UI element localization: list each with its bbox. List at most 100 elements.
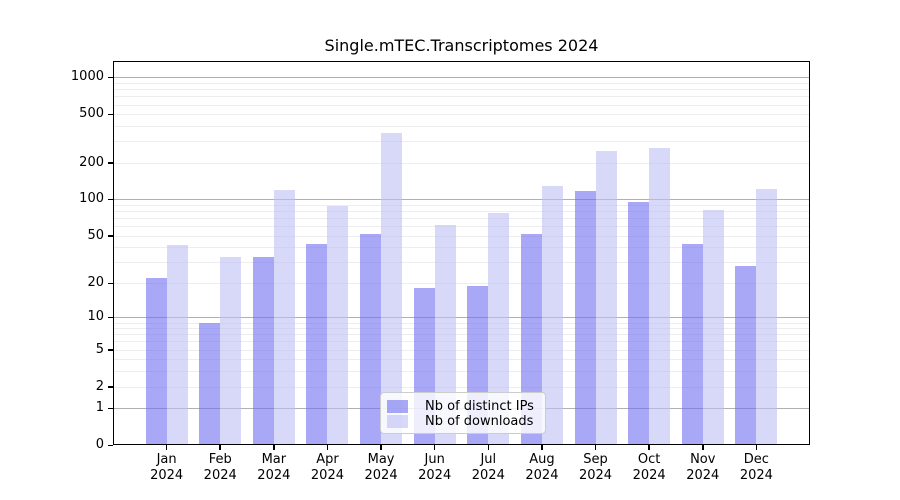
- gridline-minor: [113, 262, 810, 264]
- x-tick-label-sep: Sep 2024: [578, 452, 613, 483]
- chart-title: Single.mTEC.Transcriptomes 2024: [324, 36, 599, 55]
- y-tick: [108, 198, 113, 201]
- y-tick-label: 50: [87, 227, 104, 243]
- plot-area: [113, 61, 810, 445]
- x-tick: [541, 445, 543, 450]
- x-tick-label-jun: Jun 2024: [418, 452, 452, 483]
- x-tick: [702, 445, 704, 450]
- gridline-minor: [113, 114, 810, 116]
- legend-item-distinct-ips: Nb of distinct IPs: [387, 398, 537, 414]
- x-tick: [326, 445, 329, 450]
- legend-swatch-distinct-ips: [387, 399, 408, 413]
- x-tick-label-mar: Mar 2024: [257, 452, 291, 483]
- bar-downloads-aug: [541, 185, 563, 445]
- y-tick: [108, 316, 113, 319]
- gridline-minor: [113, 328, 810, 330]
- y-tick-label: 1: [95, 400, 104, 416]
- x-tick-label-dec: Dec 2024: [739, 452, 773, 483]
- y-tick-label: 10: [87, 309, 104, 325]
- gridline-minor: [113, 162, 810, 164]
- x-tick-label-jul: Jul 2024: [471, 452, 505, 483]
- bar-downloads-may: [381, 133, 403, 445]
- x-tick-label-feb: Feb 2024: [203, 452, 237, 483]
- x-tick: [219, 445, 221, 450]
- gridline-major: [113, 199, 810, 201]
- bar-distinct-ips-apr: [306, 243, 328, 445]
- bar-downloads-feb: [220, 257, 242, 445]
- x-tick: [273, 445, 275, 450]
- gridline-minor: [113, 359, 810, 361]
- bar-distinct-ips-nov: [681, 243, 703, 445]
- x-tick: [165, 445, 168, 450]
- legend-swatch-downloads: [387, 414, 408, 428]
- legend-label-distinct-ips: Nb of distinct IPs: [425, 398, 534, 414]
- gridline-minor: [113, 89, 810, 91]
- gridline-minor: [113, 341, 810, 343]
- gridline-minor: [113, 218, 810, 220]
- x-tick-label-may: May 2024: [364, 452, 398, 483]
- gridline-minor: [113, 283, 810, 285]
- gridline-minor: [113, 247, 810, 249]
- x-tick-label-nov: Nov 2024: [686, 452, 720, 483]
- y-tick: [108, 113, 113, 116]
- y-tick: [108, 162, 113, 164]
- gridline-minor: [113, 126, 810, 128]
- x-tick: [433, 445, 436, 450]
- gridline-minor: [113, 96, 810, 98]
- x-tick-label-oct: Oct 2024: [632, 452, 666, 483]
- gridline-minor: [113, 211, 810, 213]
- gridline-minor: [113, 104, 810, 106]
- legend-item-downloads: Nb of downloads: [387, 413, 537, 429]
- y-tick: [108, 386, 113, 388]
- gridline-minor: [113, 141, 810, 143]
- y-tick: [108, 444, 113, 446]
- bar-downloads-jul: [488, 212, 510, 445]
- x-tick-label-apr: Apr 2024: [310, 452, 344, 483]
- y-tick-label: 2: [95, 378, 104, 394]
- bar-downloads-oct: [649, 147, 671, 445]
- y-tick-label: 5: [95, 341, 104, 357]
- legend-label-downloads: Nb of downloads: [425, 413, 534, 429]
- x-tick: [380, 445, 382, 450]
- y-tick: [108, 349, 113, 351]
- gridline-minor: [113, 83, 810, 85]
- bar-distinct-ips-mar: [252, 257, 274, 445]
- bar-downloads-nov: [702, 209, 724, 445]
- y-tick-label: 20: [87, 275, 104, 291]
- y-tick: [108, 282, 113, 285]
- bar-downloads-sep: [595, 151, 617, 445]
- x-tick: [755, 445, 758, 450]
- gridline-minor: [113, 386, 810, 388]
- gridline-minor: [113, 235, 810, 237]
- gridline-major: [113, 77, 810, 79]
- x-tick: [487, 445, 490, 450]
- y-tick-label: 500: [79, 106, 104, 122]
- y-tick-label: 200: [79, 154, 104, 170]
- gridline-minor: [113, 226, 810, 228]
- bar-distinct-ips-feb: [199, 322, 221, 445]
- bar-distinct-ips-dec: [735, 265, 757, 445]
- bar-downloads-dec: [756, 189, 778, 445]
- y-tick: [108, 76, 113, 79]
- gridline-major: [113, 317, 810, 319]
- bar-downloads-apr: [327, 206, 349, 445]
- bar-downloads-jan: [166, 244, 188, 445]
- gridline-minor: [113, 334, 810, 336]
- y-tick-label: 1000: [70, 69, 104, 85]
- y-tick: [108, 407, 113, 410]
- legend: Nb of distinct IPs Nb of downloads: [380, 392, 546, 434]
- y-tick-label: 0: [95, 437, 104, 452]
- y-tick: [108, 235, 113, 237]
- gridline-minor: [113, 371, 810, 373]
- gridline-minor: [113, 322, 810, 324]
- bar-downloads-mar: [273, 190, 295, 445]
- bar-downloads-jun: [434, 224, 456, 445]
- x-tick: [594, 445, 597, 450]
- bar-distinct-ips-oct: [628, 201, 650, 445]
- bar-distinct-ips-may: [360, 233, 382, 445]
- gridline-minor: [113, 205, 810, 207]
- x-tick-label-jan: Jan 2024: [150, 452, 184, 483]
- bar-distinct-ips-jan: [145, 278, 167, 445]
- x-tick: [648, 445, 650, 450]
